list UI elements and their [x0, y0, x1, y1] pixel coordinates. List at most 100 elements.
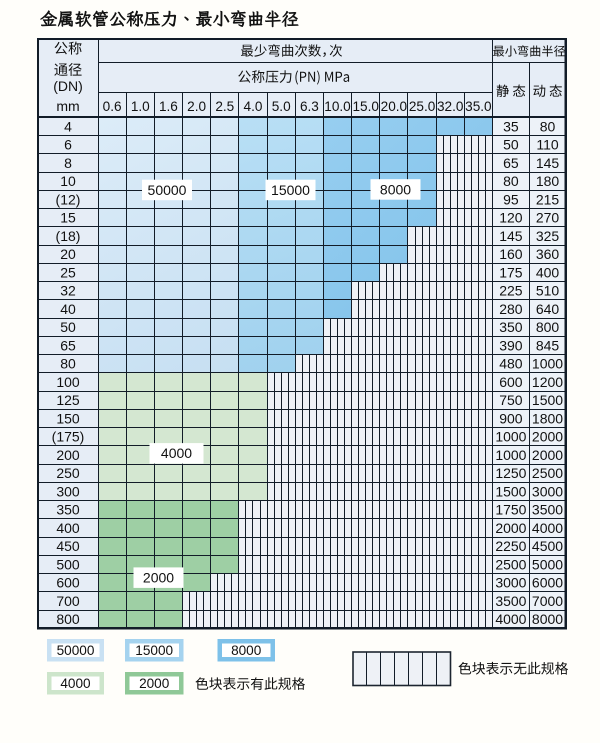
svg-text:10.0: 10.0: [324, 99, 351, 114]
svg-text:3000: 3000: [495, 575, 526, 591]
svg-text:2000: 2000: [495, 520, 526, 536]
svg-text:1250: 1250: [495, 465, 526, 481]
svg-text:2500: 2500: [495, 556, 526, 572]
svg-text:160: 160: [499, 246, 523, 262]
svg-text:1000: 1000: [532, 356, 563, 372]
svg-text:2000: 2000: [139, 676, 170, 691]
svg-text:15.0: 15.0: [352, 99, 379, 114]
svg-text:(175): (175): [52, 429, 85, 445]
svg-text:325: 325: [536, 228, 560, 244]
svg-text:3500: 3500: [532, 502, 563, 518]
svg-text:3000: 3000: [532, 483, 563, 499]
svg-text:(12): (12): [56, 191, 81, 207]
svg-text:8000: 8000: [532, 611, 563, 627]
svg-text:25.0: 25.0: [409, 99, 436, 114]
svg-text:800: 800: [536, 319, 560, 335]
svg-text:20.0: 20.0: [381, 99, 408, 114]
svg-text:180: 180: [536, 173, 560, 189]
svg-text:450: 450: [56, 538, 80, 554]
svg-text:50: 50: [503, 137, 519, 153]
svg-text:750: 750: [499, 392, 523, 408]
svg-text:1800: 1800: [532, 410, 563, 426]
svg-text:80: 80: [540, 118, 556, 134]
svg-text:250: 250: [56, 465, 80, 481]
svg-text:120: 120: [499, 210, 523, 226]
svg-text:2000: 2000: [532, 429, 563, 445]
svg-text:350: 350: [56, 502, 80, 518]
svg-text:15000: 15000: [135, 643, 173, 658]
svg-text:2.0: 2.0: [187, 99, 206, 114]
svg-text:2500: 2500: [532, 465, 563, 481]
svg-text:700: 700: [56, 593, 80, 609]
svg-text:270: 270: [536, 210, 560, 226]
svg-text:175: 175: [499, 264, 523, 280]
svg-text:3500: 3500: [495, 593, 526, 609]
svg-text:32: 32: [60, 283, 76, 299]
svg-text:600: 600: [499, 374, 523, 390]
svg-text:7000: 7000: [532, 593, 563, 609]
svg-text:6000: 6000: [532, 575, 563, 591]
svg-text:1750: 1750: [495, 502, 526, 518]
svg-text:845: 845: [536, 337, 560, 353]
svg-text:640: 640: [536, 301, 560, 317]
svg-text:4000: 4000: [60, 676, 91, 691]
svg-text:900: 900: [499, 410, 523, 426]
svg-text:6.3: 6.3: [300, 99, 319, 114]
svg-text:mm: mm: [56, 98, 79, 114]
svg-text:4000: 4000: [161, 445, 192, 461]
svg-text:25: 25: [60, 264, 76, 280]
svg-text:8000: 8000: [231, 643, 262, 658]
svg-text:400: 400: [56, 520, 80, 536]
svg-text:400: 400: [536, 264, 560, 280]
svg-text:35: 35: [503, 118, 519, 134]
svg-text:280: 280: [499, 301, 523, 317]
svg-text:350: 350: [499, 319, 523, 335]
svg-text:2000: 2000: [532, 447, 563, 463]
svg-text:125: 125: [56, 392, 80, 408]
svg-text:6: 6: [64, 137, 72, 153]
svg-text:2000: 2000: [143, 570, 174, 586]
svg-text:5000: 5000: [532, 556, 563, 572]
svg-text:32.0: 32.0: [437, 99, 464, 114]
svg-text:1.6: 1.6: [159, 99, 178, 114]
svg-text:(18): (18): [56, 228, 81, 244]
svg-text:15: 15: [60, 210, 76, 226]
svg-text:4: 4: [64, 118, 72, 134]
svg-text:215: 215: [536, 191, 560, 207]
svg-text:8: 8: [64, 155, 72, 171]
svg-text:80: 80: [503, 173, 519, 189]
svg-text:50000: 50000: [148, 182, 187, 198]
svg-text:65: 65: [60, 337, 76, 353]
svg-text:4000: 4000: [532, 520, 563, 536]
svg-text:1000: 1000: [495, 447, 526, 463]
svg-text:150: 150: [56, 410, 80, 426]
svg-text:0.6: 0.6: [103, 99, 122, 114]
svg-text:8000: 8000: [380, 181, 411, 197]
svg-text:1500: 1500: [495, 483, 526, 499]
svg-text:40: 40: [60, 301, 76, 317]
svg-text:510: 510: [536, 283, 560, 299]
svg-text:95: 95: [503, 191, 519, 207]
svg-text:200: 200: [56, 447, 80, 463]
svg-text:15000: 15000: [271, 182, 310, 198]
svg-text:600: 600: [56, 575, 80, 591]
svg-text:300: 300: [56, 483, 80, 499]
svg-text:110: 110: [536, 137, 559, 153]
svg-text:2.5: 2.5: [215, 99, 234, 114]
svg-text:80: 80: [60, 356, 76, 372]
svg-text:10: 10: [60, 173, 76, 189]
svg-text:50000: 50000: [57, 643, 95, 658]
svg-text:800: 800: [56, 611, 80, 627]
svg-text:4.0: 4.0: [244, 99, 263, 114]
svg-text:1000: 1000: [495, 429, 526, 445]
svg-text:100: 100: [56, 374, 80, 390]
svg-text:4500: 4500: [532, 538, 563, 554]
svg-text:390: 390: [499, 337, 523, 353]
svg-text:(DN): (DN): [53, 78, 83, 94]
svg-text:1.0: 1.0: [131, 99, 150, 114]
svg-text:500: 500: [56, 556, 80, 572]
svg-text:50: 50: [60, 319, 76, 335]
svg-text:225: 225: [499, 283, 523, 299]
svg-text:360: 360: [536, 246, 560, 262]
svg-text:5.0: 5.0: [272, 99, 291, 114]
